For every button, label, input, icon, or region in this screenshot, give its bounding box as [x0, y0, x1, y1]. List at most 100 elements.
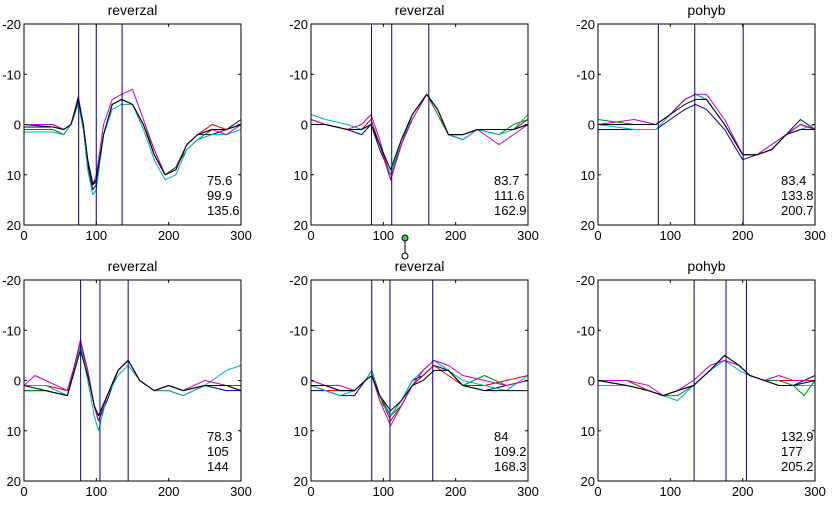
x-tick-label: 0 [307, 484, 314, 499]
x-tick-label: 200 [158, 228, 180, 243]
chart-title: reverzal [108, 258, 158, 274]
trace-2 [598, 354, 815, 397]
x-tick-label: 300 [517, 484, 539, 499]
latency-value: 135.6 [207, 203, 240, 218]
latency-value: 133.8 [781, 188, 814, 203]
x-tick-label: 100 [372, 228, 394, 243]
trace-5 [310, 359, 529, 427]
y-tick-label: -20 [289, 17, 308, 32]
y-tick-label: 20 [294, 218, 308, 233]
y-tick-label: 0 [588, 118, 595, 133]
chart-title: pohyb [687, 2, 725, 18]
chart-title: reverzal [395, 258, 445, 274]
x-tick-label: 100 [659, 484, 681, 499]
y-tick-label: 10 [294, 168, 308, 183]
y-tick-label: -10 [576, 67, 595, 82]
x-tick-label: 300 [517, 228, 539, 243]
y-tick-label: -10 [2, 323, 21, 338]
y-tick-label: 10 [581, 424, 595, 439]
trace-6 [598, 98, 815, 156]
trace-3 [597, 354, 816, 397]
x-tick-label: 300 [230, 484, 252, 499]
x-tick-label: 200 [445, 228, 467, 243]
x-tick-label: 200 [732, 484, 754, 499]
x-tick-label: 200 [732, 228, 754, 243]
trace-3 [24, 98, 242, 183]
x-tick-label: 100 [85, 228, 107, 243]
x-tick-label: 300 [804, 484, 826, 499]
y-tick-label: -10 [289, 323, 308, 338]
latency-value: 78.3 [207, 429, 232, 444]
latency-value: 84 [494, 429, 508, 444]
latency-value: 168.3 [494, 459, 527, 474]
latency-value: 132.9 [781, 429, 814, 444]
trace-5 [24, 88, 242, 186]
x-tick-label: 200 [158, 484, 180, 499]
trace-1 [598, 103, 816, 161]
trace-6 [311, 369, 528, 412]
y-tick-label: 20 [7, 474, 21, 489]
latency-value: 99.9 [207, 188, 232, 203]
latency-value: 162.9 [494, 203, 527, 218]
chart-title: pohyb [687, 258, 725, 274]
trace-5 [598, 359, 815, 397]
latency-value: 109.2 [494, 444, 527, 459]
x-tick-label: 100 [372, 484, 394, 499]
y-tick-label: -10 [2, 67, 21, 82]
latency-value: 111.6 [494, 188, 525, 203]
y-tick-label: -20 [289, 273, 308, 288]
y-tick-label: -20 [2, 17, 21, 32]
y-tick-label: -20 [2, 273, 21, 288]
x-tick-label: 0 [20, 228, 27, 243]
latency-value: 177 [781, 444, 803, 459]
x-tick-label: 0 [307, 228, 314, 243]
latency-value: 83.4 [781, 173, 806, 188]
y-tick-label: 10 [294, 424, 308, 439]
chart-title: reverzal [108, 2, 158, 18]
latency-value: 200.7 [781, 203, 814, 218]
latency-value: 205.2 [781, 459, 814, 474]
y-tick-label: 20 [294, 474, 308, 489]
x-tick-label: 300 [804, 228, 826, 243]
y-tick-label: 10 [7, 168, 21, 183]
y-tick-label: -10 [576, 323, 595, 338]
cursor-marker[interactable] [401, 234, 409, 260]
y-tick-label: 0 [588, 374, 595, 389]
trace-1 [597, 354, 816, 397]
x-tick-label: 0 [594, 484, 601, 499]
y-tick-label: 0 [301, 374, 308, 389]
y-tick-label: 0 [301, 118, 308, 133]
trace-5 [23, 339, 241, 422]
trace-4 [24, 103, 242, 196]
latency-value: 83.7 [494, 173, 519, 188]
trace-6 [597, 354, 816, 397]
y-tick-label: -10 [289, 67, 308, 82]
trace-2 [24, 98, 242, 186]
x-tick-label: 200 [445, 484, 467, 499]
y-tick-label: -20 [576, 17, 595, 32]
x-tick-label: 0 [20, 484, 27, 499]
y-tick-label: 10 [581, 168, 595, 183]
trace-6 [311, 93, 529, 171]
chart-title: reverzal [395, 2, 445, 18]
x-tick-label: 100 [659, 228, 681, 243]
trace-6 [24, 98, 242, 186]
y-tick-label: 20 [7, 218, 21, 233]
y-tick-label: -20 [576, 273, 595, 288]
trace-5 [310, 93, 529, 181]
latency-value: 105 [207, 444, 229, 459]
y-tick-label: 20 [581, 474, 595, 489]
y-tick-label: 0 [14, 118, 21, 133]
y-tick-label: 10 [7, 424, 21, 439]
trace-2 [24, 339, 241, 417]
x-tick-label: 0 [594, 228, 601, 243]
x-tick-label: 100 [85, 484, 107, 499]
y-tick-label: 20 [581, 218, 595, 233]
